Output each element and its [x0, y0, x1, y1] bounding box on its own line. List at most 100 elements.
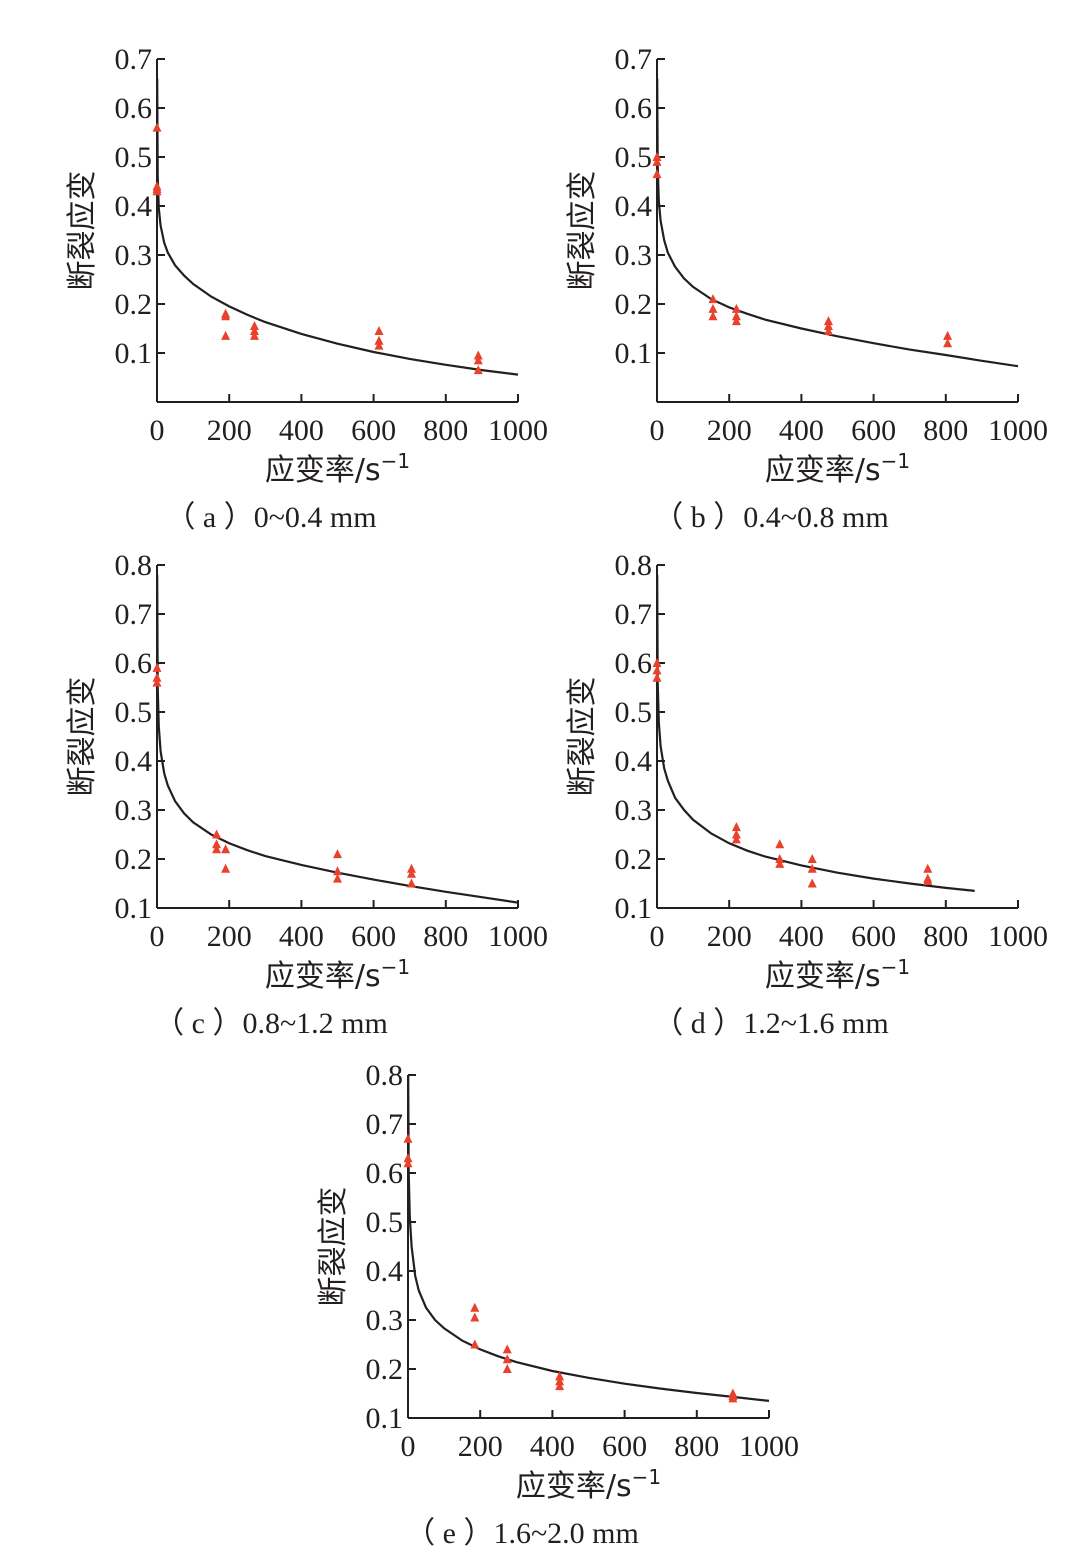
- y-tick-label-b: 0.6: [615, 92, 653, 125]
- y-tick-label-b: 0.5: [615, 141, 653, 174]
- chart-b: 0.1 0.2 0.3 0.4 0.5 0.6 0.7 0 200 400 600 800 1000 断裂…: [565, 43, 1048, 488]
- data-point-b: [652, 169, 662, 179]
- data-point-a: [374, 340, 384, 350]
- data-point-d: [731, 834, 741, 844]
- x-tick-label-a: 0: [150, 414, 165, 447]
- panel-d: 0.1 0.2 0.3 0.4 0.5 0.6 0.7 0.8 0 200 400 600 800 100…: [500, 506, 1048, 1041]
- caption-e: （ e ）1.6~2.0 mm: [405, 1517, 639, 1550]
- x-tick-label-c: 800: [423, 920, 468, 953]
- data-point-d: [652, 658, 662, 667]
- data-point-a: [374, 325, 384, 335]
- y-tick-label-c: 0.5: [115, 696, 153, 729]
- y-tick-label-d: 0.3: [615, 794, 653, 827]
- y-tick-label-e: 0.5: [366, 1206, 404, 1239]
- data-point-b: [708, 303, 718, 313]
- x-tick-label-c: 1000: [488, 920, 548, 953]
- data-point-c: [333, 849, 342, 859]
- x-tick-label-b: 400: [779, 414, 824, 447]
- data-point-c: [221, 863, 231, 873]
- x-axis-label-text-a: 应变率/s: [265, 453, 381, 488]
- x-axis-label-e: 应变率/s−1: [516, 1465, 661, 1504]
- x-tick-label-d: 0: [650, 920, 665, 953]
- data-point-a: [152, 186, 162, 196]
- data-point-d: [775, 839, 785, 849]
- data-point-e: [470, 1339, 480, 1349]
- y-tick-label-e: 0.1: [366, 1402, 404, 1435]
- x-tick-label-b: 0: [650, 414, 665, 447]
- panel-c: 0.1 0.2 0.3 0.4 0.5 0.6 0.7 0.8 0 200 400 600 800 100…: [0, 506, 548, 1041]
- data-point-b: [731, 311, 741, 321]
- data-point-d: [731, 829, 741, 839]
- data-point-e: [470, 1312, 480, 1322]
- y-tick-label-d: 0.2: [615, 843, 653, 876]
- x-tick-label-d: 1000: [988, 920, 1048, 953]
- y-tick-label-d: 0.6: [615, 647, 653, 680]
- data-point-e: [502, 1344, 512, 1354]
- y-axis-label-d: 断裂应变: [565, 677, 600, 797]
- data-point-e: [555, 1381, 565, 1391]
- y-tick-label-c: 0.4: [115, 745, 153, 778]
- data-point-b: [731, 303, 741, 313]
- data-point-b: [652, 156, 662, 166]
- x-axis-label-sup-a: −1: [381, 449, 410, 473]
- y-tick-label-d: 0.4: [615, 745, 653, 778]
- y-tick-label-d: 0.5: [615, 696, 653, 729]
- data-point-b: [652, 152, 662, 161]
- caption-b: （ b ）0.4~0.8 mm: [653, 501, 889, 534]
- y-tick-label-e: 0.6: [366, 1157, 404, 1190]
- x-tick-label-a: 400: [279, 414, 324, 447]
- data-point-d: [807, 878, 817, 888]
- y-tick-label-a: 0.7: [115, 43, 153, 76]
- y-tick-label-a: 0.3: [115, 239, 153, 272]
- x-axis-label-sup-c: −1: [381, 955, 410, 979]
- data-point-a: [221, 330, 231, 340]
- data-point-b: [708, 311, 718, 321]
- x-tick-label-a: 800: [423, 414, 468, 447]
- y-axis-label-a: 断裂应变: [65, 171, 100, 291]
- data-point-a: [221, 311, 231, 321]
- data-point-e: [403, 1158, 413, 1168]
- fit-curve-c: [156, 574, 519, 904]
- panel-e: 0.1 0.2 0.3 0.4 0.5 0.6 0.7 0.8 0 200 400 600 800 100…: [251, 1016, 799, 1551]
- data-point-e: [555, 1371, 565, 1381]
- y-tick-label-b: 0.4: [615, 190, 653, 223]
- data-point-a: [249, 325, 259, 335]
- data-point-b: [943, 338, 953, 348]
- y-axis-label-c: 断裂应变: [65, 677, 100, 797]
- chart-e: 0.1 0.2 0.3 0.4 0.5 0.6 0.7 0.8 0 200 400 600 800 100…: [316, 1059, 799, 1504]
- y-tick-label-b: 0.7: [615, 43, 653, 76]
- data-point-c: [212, 844, 222, 854]
- data-point-d: [652, 672, 662, 682]
- data-point-c: [212, 829, 222, 839]
- chart-a: 0.1 0.2 0.3 0.4 0.5 0.6 0.7 0 200 400 600 800 1000 断裂…: [65, 43, 548, 488]
- x-tick-label-e: 0: [401, 1430, 416, 1463]
- x-tick-label-d: 200: [707, 920, 752, 953]
- data-point-a: [152, 122, 162, 132]
- data-point-c: [407, 868, 417, 878]
- x-tick-label-a: 200: [207, 414, 252, 447]
- y-axis-label-b: 断裂应变: [565, 171, 600, 291]
- data-point-e: [403, 1153, 413, 1163]
- data-point-c: [152, 672, 162, 682]
- data-point-e: [555, 1376, 565, 1386]
- data-point-a: [473, 355, 483, 365]
- y-tick-label-e: 0.3: [366, 1304, 404, 1337]
- y-axis-label-e: 断裂应变: [316, 1187, 351, 1307]
- data-point-d: [807, 854, 817, 863]
- data-point-a: [249, 321, 259, 331]
- x-tick-label-b: 1000: [988, 414, 1048, 447]
- data-point-a: [374, 335, 384, 345]
- data-point-c: [333, 866, 342, 876]
- y-tick-label-e: 0.4: [366, 1255, 404, 1288]
- data-point-c: [221, 844, 231, 854]
- panel-b: 0.1 0.2 0.3 0.4 0.5 0.6 0.7 0 200 400 600 800 1000 断裂…: [500, 0, 1048, 535]
- x-tick-label-e: 400: [530, 1430, 575, 1463]
- data-point-b: [943, 330, 953, 340]
- data-point-d: [923, 863, 933, 873]
- fit-curve-a: [156, 78, 519, 376]
- x-axis-label-b: 应变率/s−1: [765, 449, 910, 488]
- y-tick-label-d: 0.8: [615, 549, 653, 582]
- data-point-b: [823, 321, 833, 331]
- chart-c: 0.1 0.2 0.3 0.4 0.5 0.6 0.7 0.8 0 200 400 600 800 100…: [65, 549, 548, 994]
- x-tick-label-b: 800: [923, 414, 968, 447]
